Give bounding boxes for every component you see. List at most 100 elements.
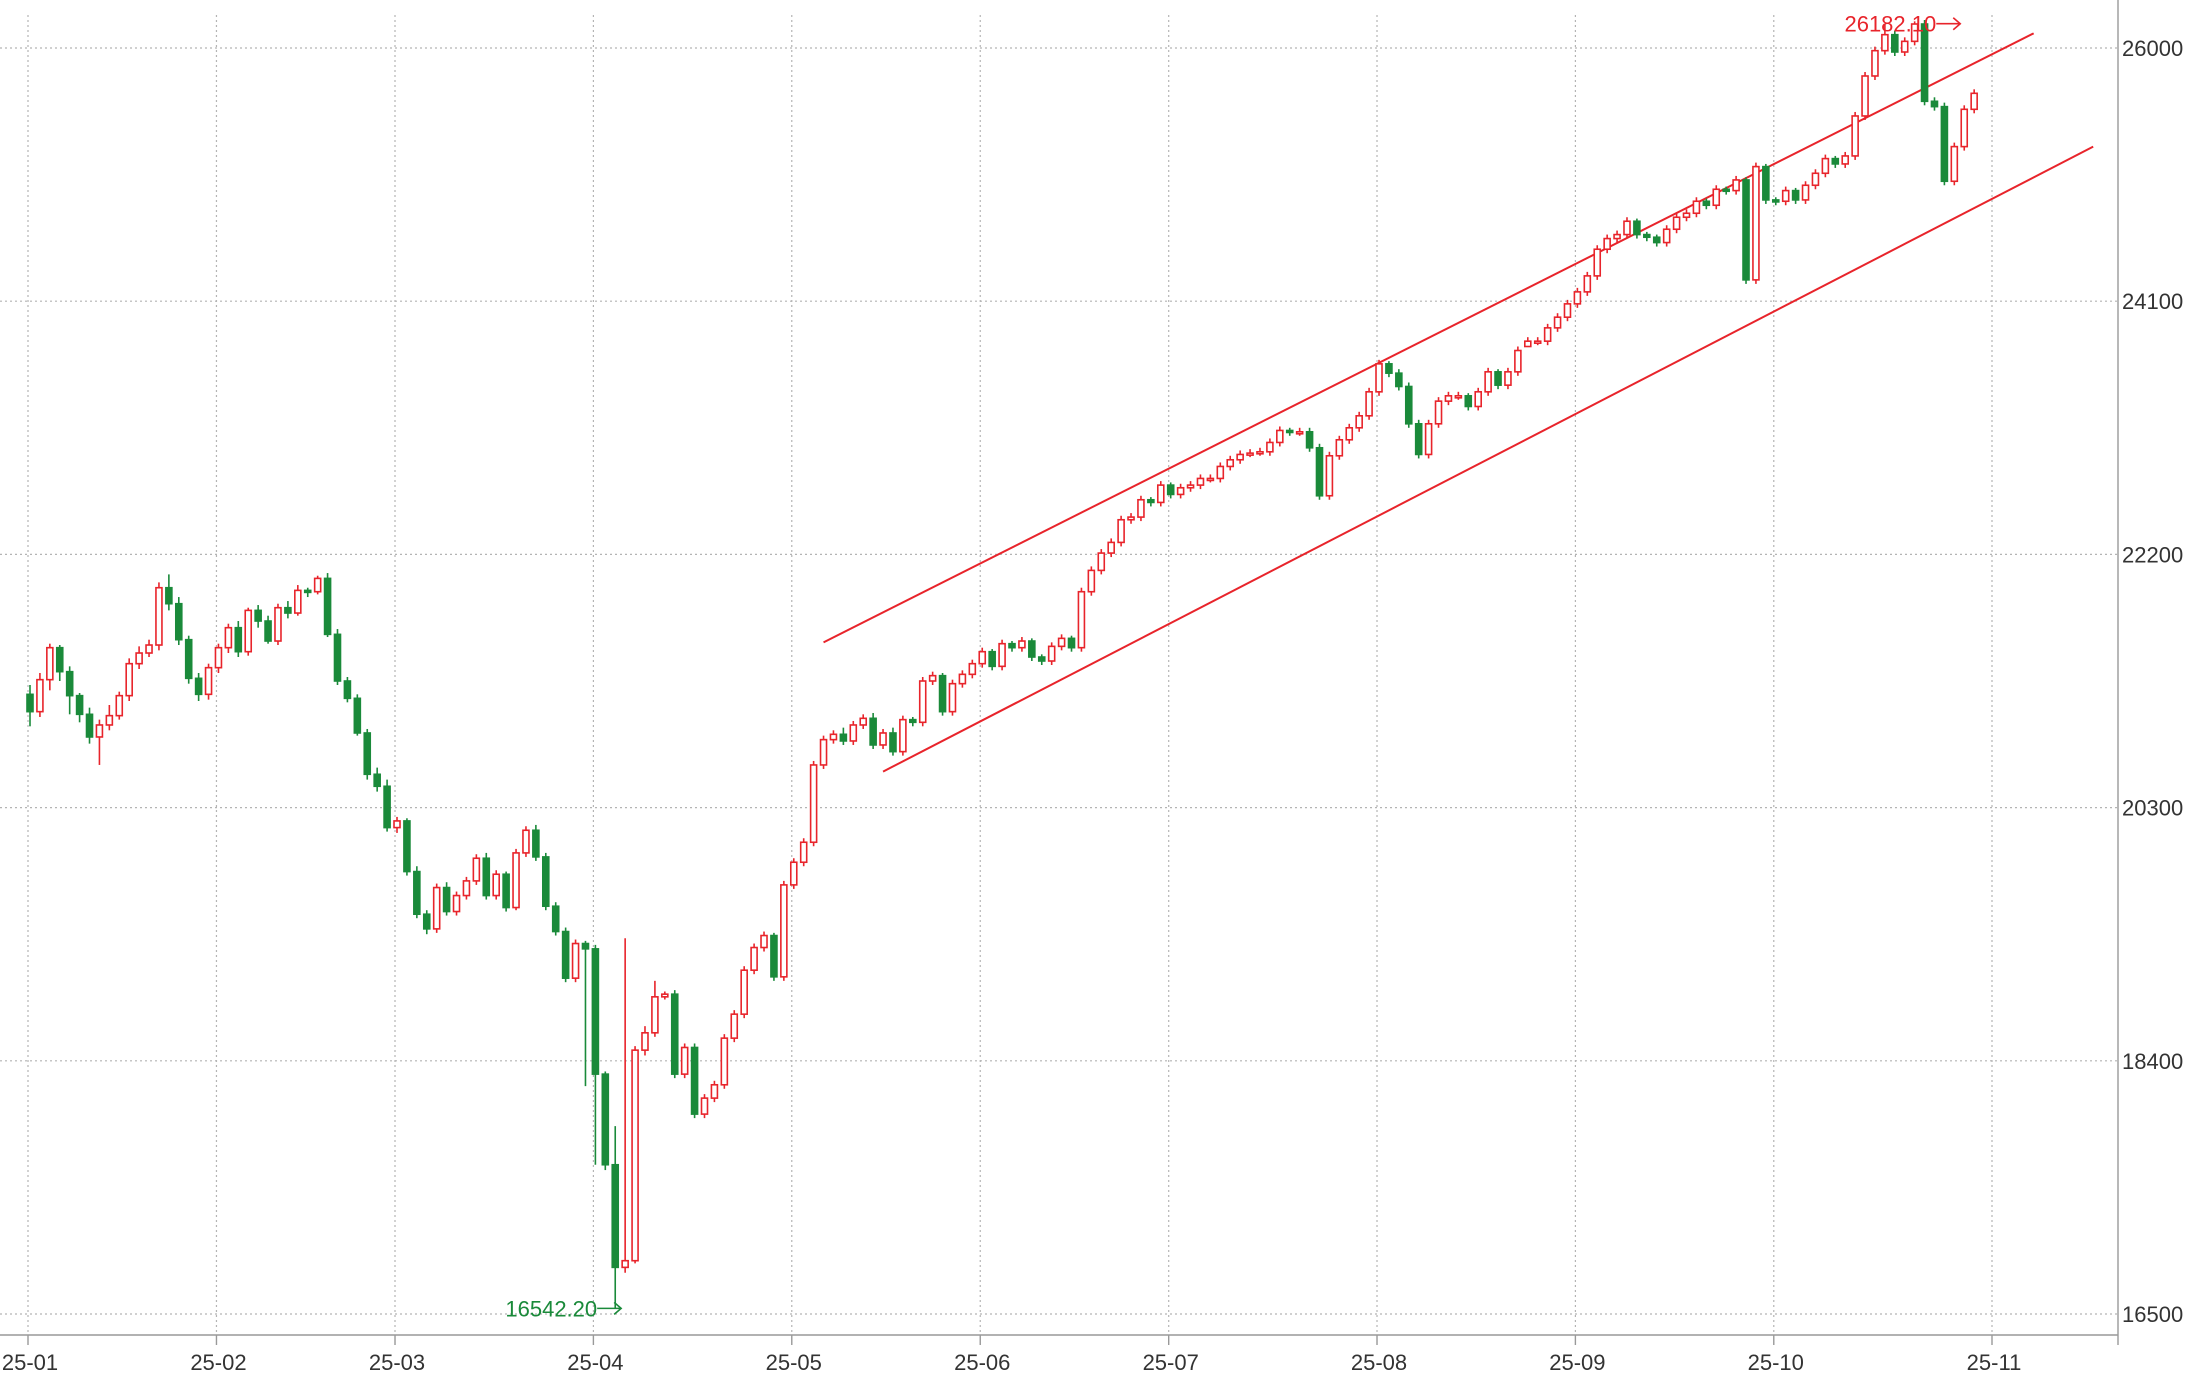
candle	[889, 727, 897, 756]
candle	[145, 639, 153, 658]
candle	[482, 852, 491, 900]
candle	[859, 714, 868, 729]
candle-body	[661, 993, 669, 998]
candle-body	[760, 934, 768, 949]
candle-body	[1186, 484, 1195, 489]
candle	[1176, 483, 1185, 499]
candle-body	[571, 942, 580, 979]
candle	[621, 938, 629, 1273]
candle-body	[1484, 371, 1492, 393]
candle-body	[1920, 23, 1929, 103]
candle	[1643, 231, 1651, 242]
candle-body	[1712, 188, 1721, 207]
y-tick-label: 26000	[2122, 36, 2183, 61]
candle	[690, 1043, 699, 1119]
candle-body	[710, 1083, 719, 1099]
candle-body	[799, 841, 808, 864]
candle	[879, 728, 887, 749]
candle-body	[1801, 184, 1810, 201]
candle	[1216, 462, 1225, 483]
candle	[1910, 21, 1919, 46]
candle	[512, 848, 520, 911]
candle-body	[1583, 275, 1592, 293]
candle	[1444, 391, 1453, 406]
candle	[254, 605, 262, 628]
candle	[998, 639, 1006, 671]
candle	[1236, 450, 1244, 464]
candle-body	[95, 724, 104, 738]
candle	[1662, 225, 1671, 247]
candle	[1285, 427, 1294, 436]
candle	[1464, 393, 1473, 411]
candle-body	[968, 662, 977, 676]
candle	[244, 607, 253, 656]
candle-body	[1494, 371, 1502, 386]
candle	[720, 1034, 729, 1089]
candle-body	[1662, 228, 1671, 244]
candle-body	[413, 870, 421, 916]
candle-body	[303, 589, 312, 594]
candle	[313, 575, 322, 595]
candle	[1335, 435, 1344, 460]
candle-body	[780, 884, 788, 978]
candle	[1861, 71, 1869, 120]
candle	[670, 990, 679, 1079]
candle	[1613, 230, 1621, 243]
candle	[819, 735, 828, 769]
candle-body	[1395, 372, 1403, 388]
candle	[1196, 474, 1205, 490]
candle-body	[770, 934, 778, 978]
annotation-layer: 26182.10 16542.20	[505, 12, 1962, 1321]
candle	[730, 1010, 739, 1043]
candle-body	[819, 738, 828, 766]
candle-body	[343, 680, 352, 700]
candle	[1702, 198, 1711, 210]
candle	[373, 767, 381, 792]
candle	[1404, 382, 1413, 428]
candle	[561, 927, 570, 983]
candle	[333, 629, 342, 685]
candle-body	[452, 894, 461, 913]
candle-body	[393, 820, 401, 829]
x-tick-label: 25-11	[1967, 1350, 2022, 1375]
candle-body	[680, 1046, 689, 1075]
candle	[1295, 427, 1304, 436]
candle-body	[1821, 157, 1830, 175]
candle-body	[65, 670, 74, 697]
candle	[809, 760, 818, 847]
candle-body	[174, 602, 183, 641]
candle-body	[720, 1037, 729, 1086]
candle	[1424, 419, 1433, 459]
candle	[204, 663, 213, 700]
candle-body	[353, 697, 362, 734]
candle	[1722, 186, 1730, 195]
candle	[1811, 169, 1820, 190]
channel-layer	[823, 32, 2094, 773]
candle-body	[978, 650, 987, 665]
candle	[105, 704, 114, 731]
y-tick-label: 20300	[2122, 796, 2183, 821]
candle-body	[1404, 385, 1413, 425]
candle-body	[1553, 316, 1562, 329]
candle	[36, 673, 44, 717]
candle	[1345, 423, 1354, 444]
x-tick-label: 25-06	[954, 1350, 1010, 1375]
candle	[393, 816, 401, 833]
candle	[502, 871, 510, 912]
x-tick-label: 25-05	[766, 1350, 822, 1375]
candle-body	[46, 646, 54, 681]
candle	[1266, 438, 1274, 456]
candle	[1881, 23, 1889, 55]
candle-body	[829, 733, 838, 741]
grid-layer	[0, 15, 2118, 1335]
candle	[65, 666, 74, 715]
candle	[1008, 641, 1016, 652]
candle	[938, 673, 947, 716]
candle-body	[740, 969, 748, 1015]
candle-body	[1504, 371, 1512, 386]
candle	[551, 902, 560, 936]
candle-body	[750, 946, 758, 971]
candle	[1672, 213, 1681, 234]
